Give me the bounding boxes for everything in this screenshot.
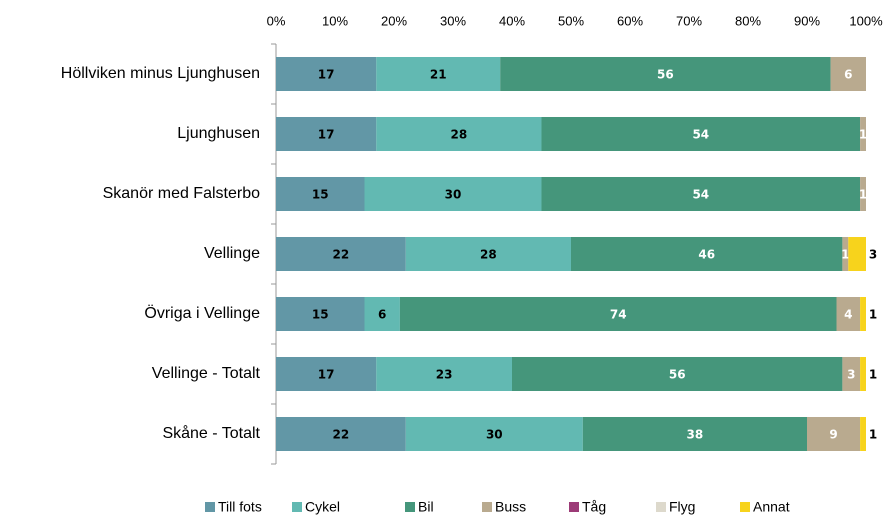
legend-swatch <box>656 502 666 512</box>
legend-label: Flyg <box>669 499 695 515</box>
data-label: 17 <box>318 68 335 82</box>
bar-segment <box>500 57 831 91</box>
bar-segment <box>276 177 365 211</box>
category-label: Höllviken minus Ljunghusen <box>61 65 260 82</box>
legend-label: Buss <box>495 499 526 515</box>
data-label: 30 <box>486 428 503 442</box>
bar-segment <box>541 117 861 151</box>
legend-swatch <box>482 502 492 512</box>
data-label: 6 <box>844 68 852 82</box>
bar-segment <box>860 357 866 391</box>
data-label: 1 <box>841 248 849 262</box>
bar-segment <box>571 237 843 271</box>
bar-segment <box>807 417 861 451</box>
x-tick-label: 90% <box>794 13 820 28</box>
bar-segment <box>364 177 542 211</box>
category-label: Skåne - Totalt <box>162 424 260 442</box>
bar-segment <box>512 357 843 391</box>
data-label: 3 <box>869 248 877 262</box>
bar-segment <box>276 357 377 391</box>
bar-segment <box>276 237 406 271</box>
x-tick-label: 40% <box>499 13 525 28</box>
data-label: 1 <box>869 368 877 382</box>
data-label: 54 <box>692 128 709 142</box>
bar-segment <box>276 57 377 91</box>
bar-segment <box>399 297 837 331</box>
data-label: 1 <box>859 128 867 142</box>
data-label: 6 <box>378 308 386 322</box>
legend-label: Cykel <box>305 499 340 515</box>
x-tick-label: 10% <box>322 13 348 28</box>
data-label: 15 <box>312 188 329 202</box>
bar-segment <box>836 297 861 331</box>
bar-segment <box>541 177 861 211</box>
bar-segment <box>376 117 542 151</box>
x-tick-label: 30% <box>440 13 466 28</box>
data-label: 17 <box>318 368 335 382</box>
x-tick-label: 20% <box>381 13 407 28</box>
data-label: 54 <box>692 188 709 202</box>
bar-segment <box>405 237 571 271</box>
bar-segment <box>376 357 512 391</box>
data-label: 9 <box>829 428 837 442</box>
category-label: Övriga i Vellinge <box>144 304 260 322</box>
bar-segment <box>860 297 866 331</box>
legend-label: Tåg <box>582 499 606 515</box>
data-label: 1 <box>869 428 877 442</box>
legend-swatch <box>292 502 302 512</box>
data-label: 17 <box>318 128 335 142</box>
bar-segment <box>276 297 365 331</box>
data-label: 74 <box>610 308 627 322</box>
data-label: 3 <box>847 368 855 382</box>
category-label: Vellinge - Totalt <box>152 365 261 382</box>
x-tick-label: 80% <box>735 13 761 28</box>
x-tick-label: 0% <box>267 13 286 28</box>
legend-swatch <box>405 502 415 512</box>
bar-segment <box>842 237 849 271</box>
bar-segment <box>276 117 377 151</box>
data-label: 15 <box>312 308 329 322</box>
data-label: 22 <box>333 428 350 442</box>
legend-label: Annat <box>753 499 790 515</box>
legend-swatch <box>205 502 215 512</box>
data-label: 28 <box>451 128 468 142</box>
category-label: Vellinge <box>204 245 260 262</box>
legend-swatch <box>740 502 750 512</box>
x-tick-label: 100% <box>849 13 883 28</box>
x-tick-label: 70% <box>676 13 702 28</box>
bar-segment <box>842 357 861 391</box>
bar-segment <box>860 117 866 151</box>
legend-swatch <box>569 502 579 512</box>
bar-segment <box>848 237 866 271</box>
bar-segment <box>376 57 501 91</box>
data-label: 21 <box>430 68 447 82</box>
data-label: 22 <box>333 248 350 262</box>
bar-segment <box>582 417 807 451</box>
data-label: 38 <box>687 428 704 442</box>
x-tick-label: 60% <box>617 13 643 28</box>
data-label: 23 <box>436 368 453 382</box>
bar-segment <box>860 177 866 211</box>
data-label: 1 <box>869 308 877 322</box>
legend-label: Bil <box>418 499 434 515</box>
bar-segment <box>860 417 866 451</box>
category-label: Skanör med Falsterbo <box>103 185 261 202</box>
data-label: 56 <box>657 68 674 82</box>
legend-label: Till fots <box>218 499 262 515</box>
category-label: Ljunghusen <box>177 125 260 142</box>
data-label: 4 <box>844 308 852 322</box>
bar-segment <box>364 297 400 331</box>
x-tick-label: 50% <box>558 13 584 28</box>
bar-segment <box>405 417 583 451</box>
data-label: 56 <box>669 368 686 382</box>
data-label: 30 <box>445 188 462 202</box>
data-label: 1 <box>859 188 867 202</box>
bar-segment <box>830 57 866 91</box>
data-label: 46 <box>698 248 715 262</box>
data-label: 28 <box>480 248 497 262</box>
bar-segment <box>276 417 406 451</box>
